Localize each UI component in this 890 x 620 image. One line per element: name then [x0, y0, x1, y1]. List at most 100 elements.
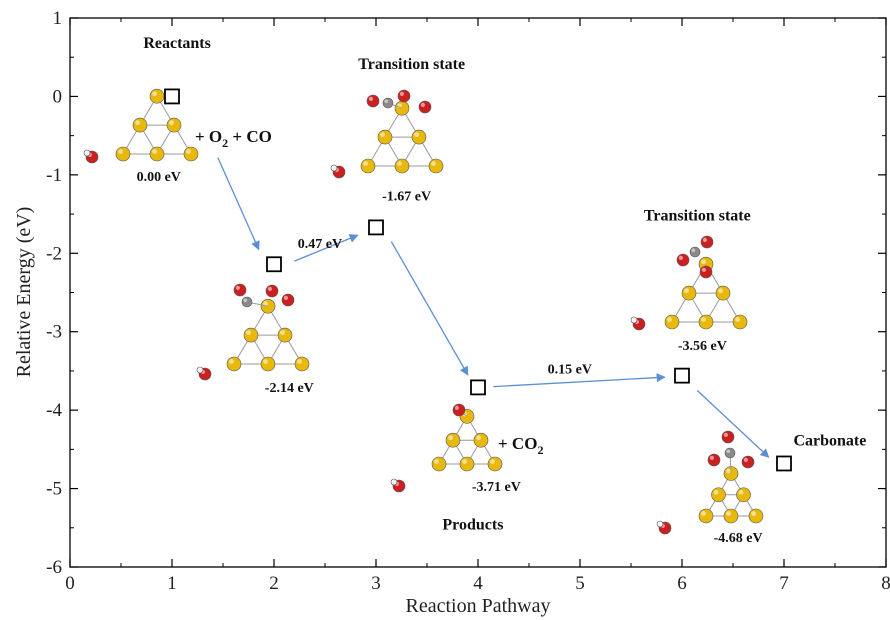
- x-tick-label: 1: [167, 573, 177, 594]
- x-tick-label: 5: [575, 573, 585, 594]
- y-tick-label: -6: [46, 557, 62, 578]
- reagent-label-o2-co: + O2 + CO: [195, 127, 272, 150]
- reaction-arrow: [390, 241, 469, 376]
- support-hydrogen-atom: [390, 478, 398, 486]
- annotations: Reactants 0.00 eV Transition state -1.67 eV…: [137, 35, 867, 546]
- gold-atom: [445, 432, 461, 448]
- gold-atom: [748, 508, 764, 524]
- oxygen-atom: [265, 284, 279, 298]
- carbon-atom: [382, 97, 394, 109]
- gold-atom: [377, 129, 393, 145]
- support-hydrogen-atom: [83, 149, 91, 157]
- atom-highlight: [263, 359, 268, 364]
- gold-atom: [149, 146, 165, 162]
- annotation-label: Products: [442, 516, 503, 533]
- atom-highlight: [397, 161, 402, 166]
- atom-highlight: [735, 317, 740, 322]
- reaction-arrow: [294, 234, 359, 262]
- atom-highlight: [118, 149, 124, 154]
- atom-highlight: [434, 459, 439, 464]
- energy-point: [470, 379, 486, 396]
- atom-highlight: [490, 459, 495, 464]
- atom-highlight: [297, 359, 302, 364]
- oxygen-atom: [281, 293, 295, 307]
- annotation-label: 0.47 eV: [298, 237, 342, 252]
- reaction-arrow: [696, 390, 770, 458]
- annotation-label: Transition state: [644, 207, 751, 224]
- annotation-label: Transition state: [358, 56, 465, 73]
- atom-highlight: [667, 317, 672, 322]
- atom-highlight: [701, 511, 706, 516]
- carbon-atom: [241, 296, 253, 308]
- atom-highlight: [331, 165, 335, 168]
- oxygen-atom: [741, 455, 755, 469]
- atom-highlight: [713, 489, 719, 495]
- oxygen-atom: [366, 94, 380, 108]
- gold-atom: [732, 314, 748, 330]
- x-tick-label: 0: [65, 573, 75, 594]
- energy-points: [164, 88, 792, 472]
- gold-atom: [360, 158, 376, 174]
- atom-highlight: [384, 99, 388, 103]
- atom-highlight: [678, 255, 684, 260]
- gold-atom: [715, 285, 731, 301]
- gold-atom: [664, 314, 680, 330]
- atom-highlight: [726, 511, 731, 516]
- annotation-label: 0.00 eV: [137, 170, 181, 185]
- atom-highlight: [454, 405, 459, 410]
- gold-atom: [149, 88, 165, 104]
- gold-atom: [132, 117, 148, 133]
- oxygen-atom: [699, 265, 713, 279]
- gold-atom: [723, 508, 739, 524]
- y-axis-title: Relative Energy (eV): [13, 207, 35, 378]
- atom-highlight: [738, 489, 744, 495]
- atom-highlight: [631, 317, 634, 321]
- gold-atom: [411, 129, 427, 145]
- annotation-label: 0.15 eV: [548, 362, 592, 377]
- atom-highlight: [420, 102, 425, 107]
- oxygen-atom: [676, 253, 690, 267]
- atom-highlight: [476, 435, 481, 441]
- annotation-label: -1.67 eV: [382, 190, 431, 205]
- atom-highlight: [414, 132, 419, 138]
- gold-atom: [428, 158, 444, 174]
- y-tick-label: 1: [53, 8, 63, 29]
- gold-atom: [431, 456, 447, 472]
- atom-highlight: [726, 449, 730, 453]
- atom-highlight: [152, 91, 157, 97]
- atom-highlight: [701, 317, 706, 322]
- oxygen-atom: [452, 403, 466, 417]
- oxygen-atom: [233, 283, 247, 297]
- atom-highlight: [431, 161, 436, 166]
- atom-highlight: [723, 432, 729, 437]
- support-hydrogen-atom: [196, 366, 204, 374]
- gold-atom: [294, 356, 310, 372]
- gold-atom: [698, 314, 714, 330]
- atom-highlight: [283, 295, 288, 300]
- atom-highlight: [702, 237, 708, 242]
- atom-highlight: [684, 288, 689, 294]
- atom-highlight: [169, 120, 174, 126]
- gold-atom: [115, 146, 131, 162]
- atom-highlight: [399, 91, 404, 96]
- gold-atom: [226, 356, 242, 372]
- atom-highlight: [135, 120, 140, 126]
- axis-ticks: 0 1 2 3 4 5 6 7 8 1 0 -1 -2 -3 -4 -5 -6: [46, 8, 890, 594]
- atom-highlight: [368, 96, 373, 101]
- x-tick-label: 8: [881, 573, 890, 594]
- energy-point: [776, 455, 792, 472]
- gold-atom: [487, 456, 503, 472]
- reaction-arrows: [217, 157, 770, 458]
- x-tick-label: 4: [473, 573, 483, 594]
- atom-highlight: [380, 132, 385, 138]
- support-hydrogen-atom: [656, 520, 664, 528]
- atom-highlight: [246, 330, 251, 336]
- oxygen-atom: [721, 430, 735, 444]
- atom-highlight: [235, 285, 240, 290]
- atom-highlight: [726, 468, 731, 474]
- gold-atom: [277, 327, 293, 343]
- y-tick-label: -2: [46, 243, 62, 264]
- annotation-label: -4.68 eV: [714, 531, 763, 546]
- atom-highlight: [229, 359, 234, 364]
